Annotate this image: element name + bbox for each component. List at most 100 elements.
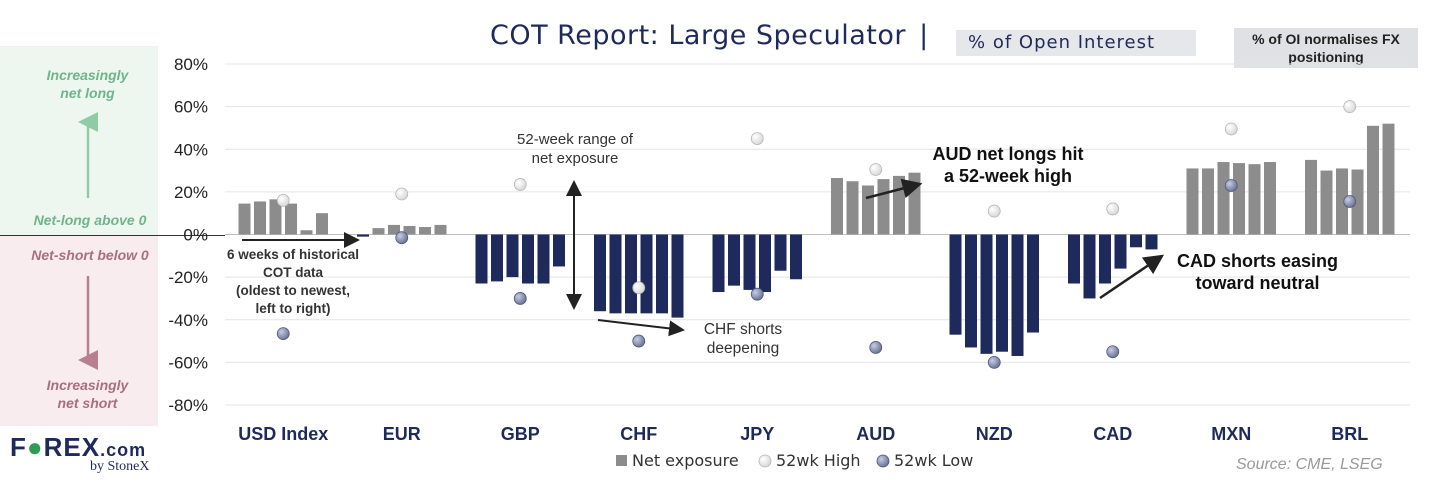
category-label: EUR bbox=[383, 424, 421, 444]
net-exposure-bar bbox=[640, 234, 653, 314]
net-exposure-bar bbox=[316, 213, 328, 235]
net-exposure-bar bbox=[671, 234, 684, 318]
net-exposure-bar bbox=[537, 234, 550, 284]
category-label: CHF bbox=[620, 424, 657, 444]
52wk-low-marker bbox=[987, 355, 1001, 369]
legend-high-label: 52wk High bbox=[776, 451, 861, 470]
net-exposure-bar bbox=[877, 179, 890, 235]
52wk-high-marker bbox=[632, 281, 646, 295]
net-exposure-bar bbox=[831, 178, 843, 235]
net-exposure-bar bbox=[625, 234, 637, 314]
52wk-low-marker bbox=[750, 287, 764, 301]
y-tick-label: -20% bbox=[168, 268, 208, 287]
net-exposure-bar bbox=[774, 234, 787, 271]
category-label: USD Index bbox=[238, 424, 328, 444]
net-exposure-bar bbox=[1351, 169, 1364, 235]
y-tick-label: 80% bbox=[174, 55, 208, 74]
net-exposure-bar bbox=[949, 234, 962, 335]
net-exposure-bar bbox=[1099, 234, 1111, 284]
52wk-high-marker bbox=[750, 132, 764, 145]
52wk-low-marker bbox=[869, 341, 883, 354]
52wk-low-marker bbox=[1224, 179, 1238, 192]
net-exposure-bar bbox=[434, 224, 447, 235]
net-exposure-bar bbox=[1264, 162, 1276, 235]
net-exposure-bar bbox=[1114, 234, 1127, 269]
y-tick-label: -40% bbox=[168, 311, 208, 330]
legend-high-marker bbox=[758, 454, 772, 468]
chf-annotation: CHF shorts deepening bbox=[703, 321, 783, 357]
net-exposure-bar bbox=[1083, 234, 1096, 299]
range-annotation: 52-week range of net exposure bbox=[517, 131, 633, 167]
net-exposure-bar bbox=[656, 234, 668, 314]
net-exposure-bar bbox=[475, 234, 488, 284]
normalisation-note: % of OI normalises FX positioning bbox=[1234, 28, 1418, 68]
six-weeks-annotation: 6 weeks of historical COT data (oldest t… bbox=[226, 247, 360, 316]
net-short-below-zero-label: Net-short below 0 bbox=[31, 247, 149, 263]
net-exposure-bar bbox=[1367, 125, 1379, 235]
legend-low-label: 52wk Low bbox=[894, 451, 973, 470]
net-exposure-bar bbox=[522, 234, 534, 284]
net-exposure-bar bbox=[759, 234, 771, 293]
net-exposure-bar bbox=[1027, 234, 1039, 333]
net-exposure-bar bbox=[1130, 234, 1142, 248]
y-tick-label: 20% bbox=[174, 183, 208, 202]
zero-divider bbox=[0, 235, 225, 236]
net-exposure-bar bbox=[506, 234, 519, 278]
52wk-low-marker bbox=[513, 292, 527, 305]
net-exposure-bar bbox=[743, 234, 756, 290]
net-exposure-bar bbox=[712, 234, 725, 293]
52wk-low-marker bbox=[1106, 345, 1120, 359]
52wk-low-marker bbox=[276, 327, 290, 341]
52wk-high-marker bbox=[1224, 122, 1238, 136]
52wk-high-marker bbox=[1343, 100, 1357, 114]
52wk-low-marker bbox=[1343, 195, 1357, 208]
net-exposure-bar bbox=[846, 181, 859, 235]
52wk-high-marker bbox=[395, 187, 409, 201]
52wk-high-marker bbox=[513, 178, 527, 191]
category-label: BRL bbox=[1331, 424, 1368, 444]
net-exposure-bar bbox=[893, 175, 905, 235]
net-exposure-bar bbox=[1202, 168, 1214, 235]
y-tick-label: 40% bbox=[174, 140, 208, 159]
net-exposure-bar bbox=[491, 234, 503, 282]
chart-title: COT Report: Large Speculator | bbox=[490, 20, 929, 51]
net-exposure-bar bbox=[965, 234, 977, 348]
net-long-above-zero-label: Net-long above 0 bbox=[33, 212, 147, 228]
net-exposure-bar bbox=[728, 234, 740, 286]
net-exposure-bar bbox=[419, 227, 431, 235]
category-label: MXN bbox=[1211, 424, 1251, 444]
52wk-low-marker bbox=[632, 334, 646, 348]
net-exposure-bar bbox=[1305, 159, 1317, 235]
net-exposure-bar bbox=[1382, 123, 1395, 235]
net-exposure-bar bbox=[609, 234, 622, 314]
net-exposure-bar bbox=[403, 225, 416, 235]
net-exposure-bar bbox=[1186, 168, 1199, 235]
cad-annotation: CAD shorts easing toward neutral bbox=[1176, 251, 1339, 293]
chf-arrow bbox=[597, 319, 685, 337]
category-label: CAD bbox=[1093, 424, 1132, 444]
net-exposure-bar bbox=[594, 234, 606, 312]
category-label: NZD bbox=[976, 424, 1013, 444]
y-tick-label: -80% bbox=[168, 396, 208, 415]
category-label: GBP bbox=[501, 424, 540, 444]
net-exposure-bar bbox=[553, 234, 565, 267]
cad-arrow bbox=[1099, 254, 1165, 300]
net-exposure-bar bbox=[372, 228, 385, 235]
y-tick-label: 60% bbox=[174, 98, 208, 117]
net-exposure-bar bbox=[790, 234, 802, 280]
forex-logo: F●REX.com by StoneX bbox=[10, 432, 150, 474]
net-exposure-bar bbox=[1145, 234, 1158, 250]
52wk-low-marker bbox=[395, 231, 409, 245]
net-exposure-bar bbox=[862, 185, 874, 235]
legend-net-label: Net exposure bbox=[632, 451, 739, 470]
legend-net-swatch bbox=[616, 455, 627, 466]
net-exposure-bar bbox=[269, 199, 282, 235]
net-exposure-bar bbox=[254, 201, 266, 235]
y-tick-label: 0% bbox=[183, 226, 208, 245]
increasingly-net-long-label: Increasingly net long bbox=[46, 67, 129, 101]
net-exposure-bar bbox=[1320, 170, 1333, 235]
category-label: JPY bbox=[740, 424, 774, 444]
net-exposure-bar bbox=[1336, 168, 1348, 235]
52wk-high-marker bbox=[987, 204, 1001, 218]
